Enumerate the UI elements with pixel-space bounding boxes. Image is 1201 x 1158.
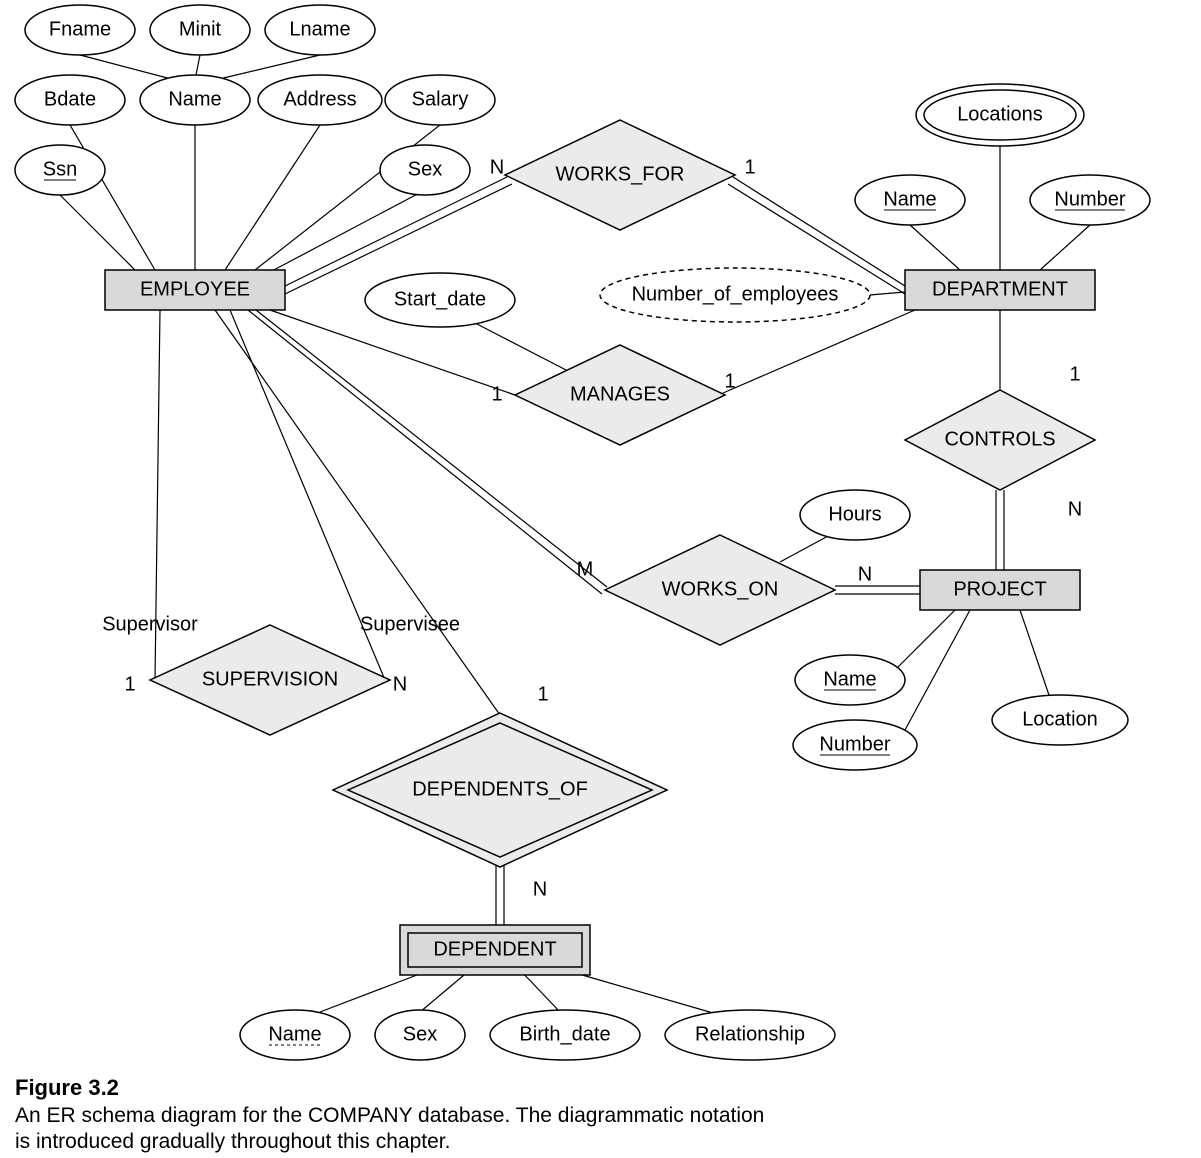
svg-text:Lname: Lname [289, 18, 350, 40]
svg-text:N: N [490, 156, 504, 178]
svg-text:Figure 3.2: Figure 3.2 [15, 1075, 119, 1100]
svg-text:Number_of_employees: Number_of_employees [632, 283, 839, 305]
svg-text:Name: Name [823, 668, 876, 690]
svg-text:1: 1 [491, 383, 502, 405]
svg-text:N: N [858, 563, 872, 585]
svg-text:Location: Location [1022, 708, 1098, 730]
svg-text:N: N [533, 878, 547, 900]
svg-text:Ssn: Ssn [43, 158, 77, 180]
attr-proj-location: Location [992, 695, 1128, 745]
svg-text:SUPERVISION: SUPERVISION [202, 668, 338, 690]
attr-bdate: Bdate [15, 75, 125, 125]
svg-text:Minit: Minit [179, 18, 222, 40]
attr-address: Address [258, 75, 382, 125]
svg-text:is introduced gradually throug: is introduced gradually throughout this … [15, 1130, 450, 1153]
rel-works-for: WORKS_FOR [505, 120, 735, 230]
attr-lname: Lname [265, 5, 375, 55]
svg-text:Address: Address [283, 88, 356, 110]
rel-dependents-of: DEPENDENTS_OF [333, 713, 667, 867]
svg-text:Sex: Sex [403, 1023, 437, 1045]
attr-minit: Minit [150, 5, 250, 55]
svg-text:WORKS_FOR: WORKS_FOR [556, 163, 685, 185]
svg-text:Locations: Locations [957, 103, 1043, 125]
svg-text:DEPENDENTS_OF: DEPENDENTS_OF [412, 778, 588, 800]
figure-caption: Figure 3.2 An ER schema diagram for the … [15, 1075, 764, 1153]
svg-text:Hours: Hours [828, 503, 881, 525]
svg-text:Bdate: Bdate [44, 88, 96, 110]
svg-text:1: 1 [124, 673, 135, 695]
rel-supervision: SUPERVISION [150, 625, 390, 735]
attr-dep-sex: Sex [375, 1010, 465, 1060]
svg-text:N: N [393, 673, 407, 695]
svg-text:Name: Name [268, 1023, 321, 1045]
svg-text:DEPENDENT: DEPENDENT [433, 938, 556, 960]
attr-fname: Fname [25, 5, 135, 55]
svg-text:An ER schema diagram for the C: An ER schema diagram for the COMPANY dat… [15, 1104, 764, 1127]
attr-dept-number: Number [1030, 175, 1150, 225]
attr-proj-name: Name [795, 655, 905, 705]
svg-text:Number: Number [819, 733, 890, 755]
svg-text:Sex: Sex [408, 158, 442, 180]
attr-hours: Hours [800, 490, 910, 540]
svg-text:1: 1 [1069, 363, 1080, 385]
attr-salary: Salary [385, 75, 495, 125]
attr-proj-number: Number [793, 720, 917, 770]
attr-locations: Locations [916, 84, 1084, 146]
rel-controls: CONTROLS [905, 390, 1095, 490]
attr-dep-name: Name [240, 1010, 350, 1060]
entity-employee: EMPLOYEE [105, 270, 285, 310]
role-supervisee: Supervisee [360, 613, 460, 635]
svg-text:N: N [1068, 498, 1082, 520]
attr-start-date: Start_date [365, 273, 515, 327]
svg-text:DEPARTMENT: DEPARTMENT [932, 278, 1068, 300]
svg-text:WORKS_ON: WORKS_ON [662, 578, 779, 600]
attr-sex: Sex [380, 145, 470, 195]
svg-text:Name: Name [168, 88, 221, 110]
svg-text:Number: Number [1054, 188, 1125, 210]
er-diagram: Fname Minit Lname Bdate Name Address Sal… [0, 0, 1201, 1158]
attr-dept-name: Name [855, 175, 965, 225]
attr-dep-bdate: Birth_date [490, 1010, 640, 1060]
svg-text:1: 1 [744, 156, 755, 178]
attr-name: Name [140, 75, 250, 125]
entity-department: DEPARTMENT [905, 270, 1095, 310]
svg-text:Start_date: Start_date [394, 288, 486, 310]
svg-text:Fname: Fname [49, 18, 111, 40]
svg-text:1: 1 [537, 683, 548, 705]
svg-text:M: M [577, 558, 594, 580]
attr-ssn: Ssn [15, 145, 105, 195]
relationships: WORKS_FOR MANAGES CONTROLS WORKS_ON SUPE… [150, 120, 1095, 867]
svg-text:Relationship: Relationship [695, 1023, 805, 1045]
svg-text:Name: Name [883, 188, 936, 210]
svg-text:Birth_date: Birth_date [519, 1023, 610, 1045]
entity-dependent: DEPENDENT [400, 925, 590, 975]
svg-text:Salary: Salary [412, 88, 469, 110]
svg-text:EMPLOYEE: EMPLOYEE [140, 278, 250, 300]
attr-num-employees: Number_of_employees [600, 268, 870, 322]
svg-text:CONTROLS: CONTROLS [944, 428, 1055, 450]
svg-text:1: 1 [724, 370, 735, 392]
role-supervisor: Supervisor [102, 613, 198, 635]
entity-project: PROJECT [920, 570, 1080, 610]
svg-text:PROJECT: PROJECT [953, 578, 1046, 600]
svg-text:MANAGES: MANAGES [570, 383, 670, 405]
attr-dep-rel: Relationship [665, 1010, 835, 1060]
